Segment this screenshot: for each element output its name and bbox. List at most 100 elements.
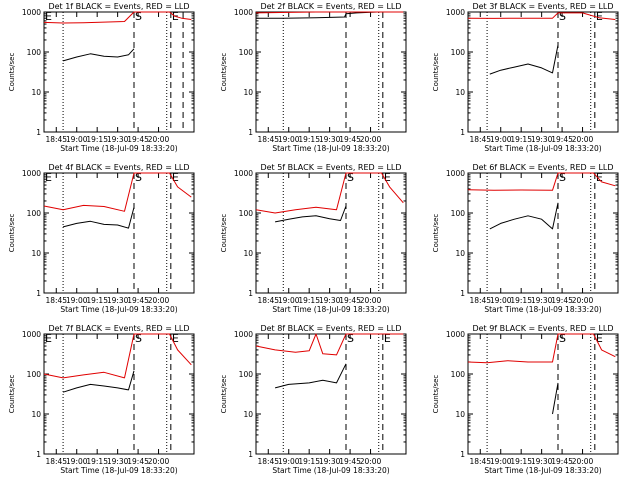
y-tick-label: 1000 (22, 330, 41, 339)
lld-series-line (467, 333, 616, 364)
events-series-line (275, 205, 347, 223)
x-tick-label: 19:00 (490, 296, 512, 305)
lld-series-line (255, 333, 404, 356)
x-tick-label: 19:15 (298, 135, 320, 144)
y-tick-label: 1 (248, 289, 253, 298)
y-tick-label: 100 (451, 48, 466, 57)
events-series-line (489, 44, 559, 75)
x-tick-label: 19:30 (107, 296, 129, 305)
chart-panel-2: Det 2f BLACK = Events, RED = LLD 1 10 100 10… (220, 2, 407, 153)
y-tick-label: 10 (31, 88, 41, 97)
x-tick-label: 20:00 (572, 457, 594, 466)
x-axis-label: Start Time (18-Jul-09 18:33:20) (484, 466, 601, 475)
x-tick-label: 19:00 (66, 296, 88, 305)
x-tick-label: 19:30 (319, 135, 341, 144)
time-marker-label: E (596, 332, 603, 345)
x-tick-label: 20:00 (148, 135, 170, 144)
lld-series-line (255, 11, 404, 14)
x-tick-label: 19:00 (490, 457, 512, 466)
x-tick-label: 19:00 (278, 457, 300, 466)
x-tick-label: 20:00 (148, 296, 170, 305)
x-tick-label: 18:45 (257, 296, 279, 305)
x-tick-label: 19:45 (551, 296, 573, 305)
time-marker-label: E (384, 332, 391, 345)
x-tick-label: 19:00 (278, 135, 300, 144)
chart-panel-3: Det 3f BLACK = Events, RED = LLD 1 10 100 10… (432, 2, 619, 153)
x-tick-label: 19:45 (127, 457, 149, 466)
x-tick-label: 19:00 (66, 457, 88, 466)
x-tick-label: 19:15 (510, 296, 532, 305)
y-tick-label: 1000 (234, 330, 253, 339)
plot-frame (255, 11, 407, 133)
y-tick-label: 1000 (234, 169, 253, 178)
y-axis-label: Counts/sec (8, 214, 16, 253)
y-axis-label: Counts/sec (220, 214, 228, 253)
x-tick-label: 19:45 (339, 457, 361, 466)
x-tick-label: 20:00 (360, 296, 382, 305)
y-tick-label: 1000 (446, 330, 465, 339)
x-tick-label: 19:00 (490, 135, 512, 144)
time-marker-label: E (172, 171, 179, 184)
y-tick-label: 1000 (22, 169, 41, 178)
time-marker-label: E (384, 171, 391, 184)
x-tick-label: 19:30 (319, 457, 341, 466)
x-tick-label: 18:45 (45, 457, 67, 466)
lld-series-line (43, 172, 192, 212)
y-tick-label: 1000 (22, 8, 41, 17)
y-tick-label: 1 (248, 128, 253, 137)
y-tick-label: 10 (243, 88, 253, 97)
x-tick-label: 18:45 (469, 457, 491, 466)
lld-series-line (43, 11, 192, 24)
events-series-line (489, 202, 559, 230)
y-tick-label: 100 (27, 370, 42, 379)
y-tick-label: 10 (31, 249, 41, 258)
chart-panel-4: Det 4f BLACK = Events, RED = LLD 1 10 100 10… (8, 163, 195, 314)
y-tick-label: 1 (36, 128, 41, 137)
y-tick-label: 1 (36, 289, 41, 298)
x-axis-label: Start Time (18-Jul-09 18:33:20) (60, 144, 177, 153)
chart-title: Det 7f BLACK = Events, RED = LLD (48, 324, 189, 333)
time-marker-label: S (135, 171, 142, 184)
x-tick-label: 19:30 (319, 296, 341, 305)
time-marker-label: S (135, 332, 142, 345)
y-axis-label: Counts/sec (8, 53, 16, 92)
x-tick-label: 18:45 (257, 457, 279, 466)
time-marker-label: S (559, 171, 566, 184)
lld-series-line (255, 172, 404, 214)
events-series-line (274, 363, 347, 389)
y-axis-label: Counts/sec (432, 53, 440, 92)
chart-title: Det 9f BLACK = Events, RED = LLD (472, 324, 613, 333)
events-series-line (552, 382, 559, 415)
plot-frame (43, 172, 195, 294)
x-tick-label: 19:15 (298, 457, 320, 466)
x-tick-label: 18:45 (469, 135, 491, 144)
time-marker-label: E (172, 332, 179, 345)
chart-panel-8: Det 8f BLACK = Events, RED = LLD 1 10 100 10… (220, 324, 407, 475)
events-series-line (62, 370, 135, 393)
x-tick-label: 20:00 (360, 135, 382, 144)
time-marker-label: S (559, 332, 566, 345)
x-tick-label: 19:45 (339, 296, 361, 305)
plot-frame (255, 172, 407, 294)
y-tick-label: 1000 (446, 8, 465, 17)
x-axis-label: Start Time (18-Jul-09 18:33:20) (272, 466, 389, 475)
x-tick-label: 19:30 (531, 296, 553, 305)
plot-frame (467, 333, 619, 455)
x-tick-label: 18:45 (469, 296, 491, 305)
time-marker-label: S (347, 171, 354, 184)
x-tick-label: 19:30 (531, 457, 553, 466)
y-tick-label: 100 (451, 209, 466, 218)
plot-frame (467, 172, 619, 294)
x-tick-label: 19:45 (127, 135, 149, 144)
y-tick-label: 1000 (446, 169, 465, 178)
y-tick-label: 100 (27, 48, 42, 57)
plot-frame (43, 333, 195, 455)
y-tick-label: 10 (455, 410, 465, 419)
y-tick-label: 10 (455, 88, 465, 97)
time-marker-label: S (559, 10, 566, 23)
plot-frame (43, 11, 195, 133)
x-tick-label: 19:15 (86, 296, 108, 305)
x-tick-label: 19:00 (66, 135, 88, 144)
y-tick-label: 10 (455, 249, 465, 258)
